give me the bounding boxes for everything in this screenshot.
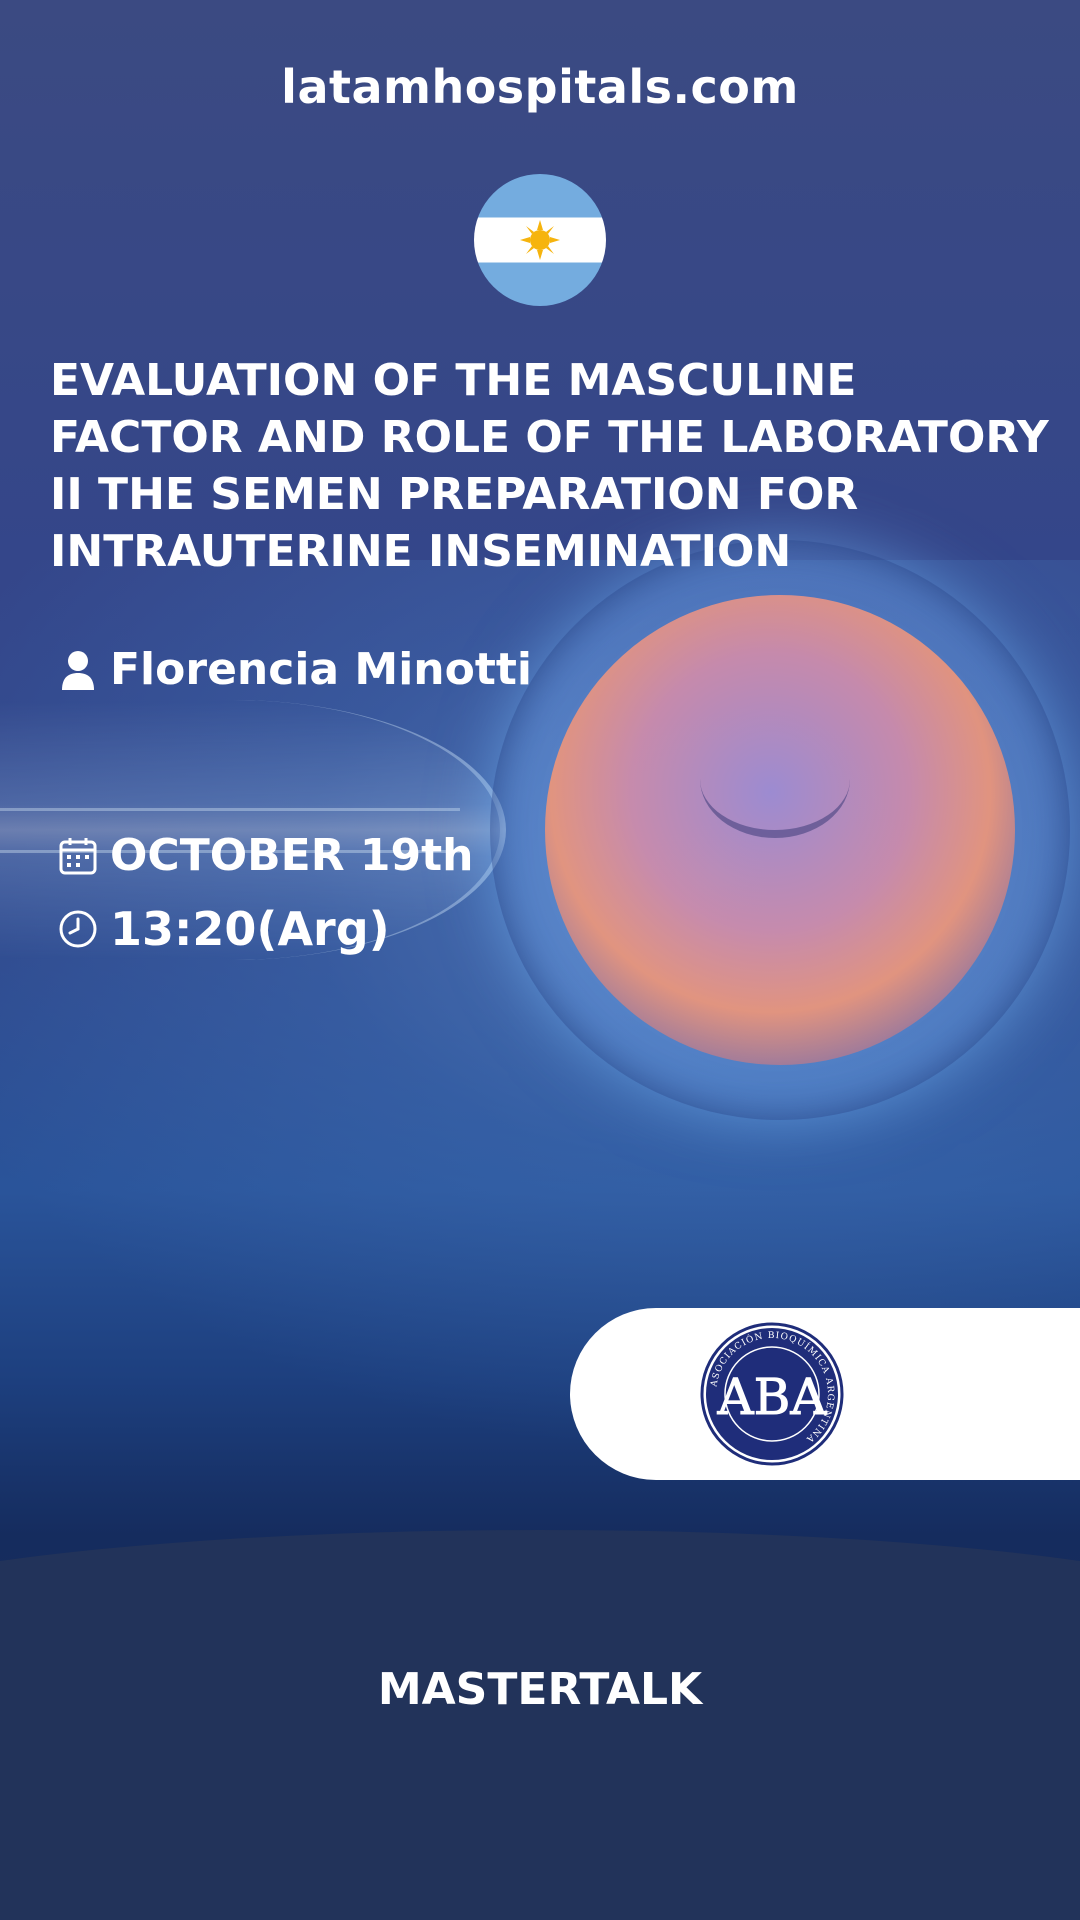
time-row: 13:20(Arg) xyxy=(56,902,390,956)
aba-logo: ASOCIACIÓN BIOQUÍMICA ARGENTINA ABA xyxy=(700,1322,844,1466)
speaker-name: Florencia Minotti xyxy=(110,644,532,695)
talk-title-line: EVALUATION OF THE MASCULINE xyxy=(50,352,1050,409)
talk-title-line: INTRAUTERINE INSEMINATION xyxy=(50,523,1050,580)
aba-logo-text: ABA xyxy=(717,1368,828,1426)
event-time: 13:20(Arg) xyxy=(110,902,390,956)
footer-label: MASTERTALK xyxy=(0,1664,1080,1715)
talk-title: EVALUATION OF THE MASCULINE FACTOR AND R… xyxy=(50,352,1050,580)
talk-title-line: II THE SEMEN PREPARATION FOR xyxy=(50,466,1050,523)
footer-band xyxy=(0,1530,1080,1920)
argentina-flag-icon xyxy=(474,174,606,306)
person-icon xyxy=(56,648,100,692)
date-row: OCTOBER 19th xyxy=(56,830,474,881)
speaker-row: Florencia Minotti xyxy=(56,644,532,695)
sun-of-may-icon xyxy=(520,220,560,260)
oocyte-nucleus xyxy=(700,720,850,838)
site-name: latamhospitals.com xyxy=(0,60,1080,114)
clock-icon xyxy=(56,907,100,951)
sponsor-logo-card: ASOCIACIÓN BIOQUÍMICA ARGENTINA ABA xyxy=(570,1308,1080,1480)
event-date: OCTOBER 19th xyxy=(110,830,474,881)
talk-title-line: FACTOR AND ROLE OF THE LABORATORY xyxy=(50,409,1050,466)
calendar-icon xyxy=(56,834,100,878)
